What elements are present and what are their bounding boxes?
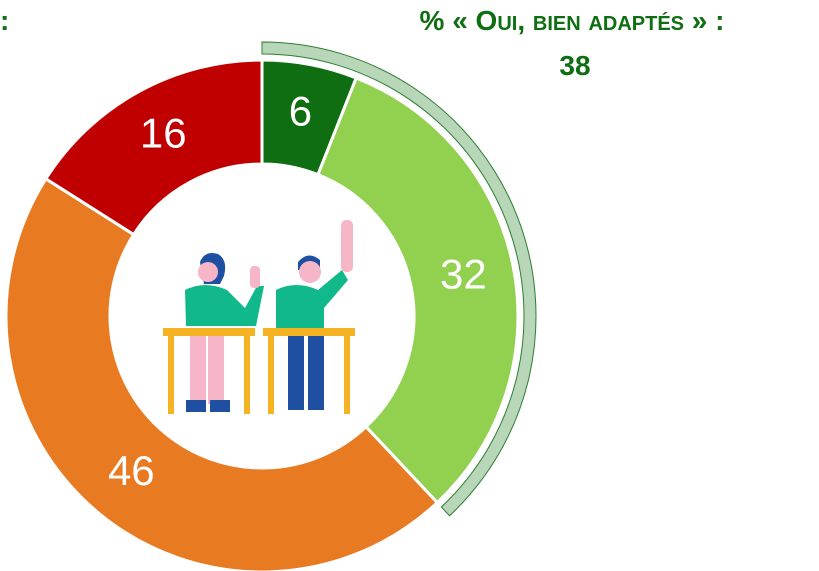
highlight-value: 38 (559, 50, 590, 81)
highlight-label: % « Oui, bien adaptés » : (420, 5, 725, 36)
value-label: 46 (108, 447, 155, 494)
value-label: 32 (440, 251, 487, 298)
value-label: 16 (140, 109, 187, 156)
highlight-arc (261, 41, 537, 517)
donut-slice (43, 58, 264, 237)
illustration (163, 220, 355, 414)
donut: 6 32 46 16 (4, 41, 537, 571)
value-label: 6 (289, 88, 312, 135)
donut-slice (316, 76, 520, 505)
leading-text: : (0, 5, 9, 36)
